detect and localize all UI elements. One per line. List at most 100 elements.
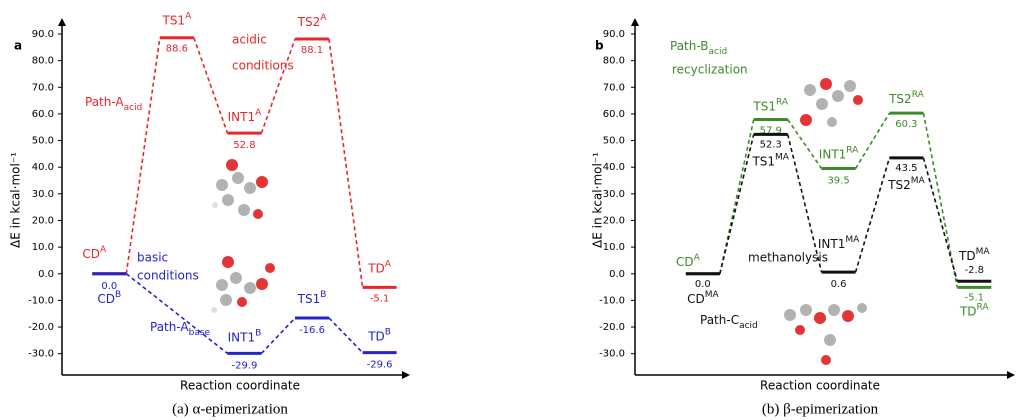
value-label: -16.6 — [299, 325, 325, 336]
y-tick-label: -20.0 — [28, 322, 54, 333]
state-label-sup: MA — [705, 289, 720, 299]
state-label: TS1A — [161, 11, 192, 27]
value-label: -2.8 — [965, 265, 985, 276]
state-label-main: TS1 — [752, 99, 776, 113]
path-label-sub: base — [189, 328, 211, 338]
y-tick-label: 40.0 — [603, 162, 625, 173]
x-axis-label: Reaction coordinate — [180, 379, 300, 393]
state-label-main: INT1 — [228, 110, 255, 124]
path-label-main: Path-A — [150, 320, 189, 334]
connector — [856, 113, 890, 168]
state-label-sup: A — [385, 259, 392, 269]
state-label-sup: A — [694, 252, 701, 262]
value-label: -29.6 — [367, 360, 393, 371]
y-tick-label: 10.0 — [32, 242, 54, 253]
annotation: conditions — [232, 59, 294, 73]
y-tick-label: -20.0 — [599, 322, 625, 333]
state-label-main: TD — [367, 261, 385, 275]
state-label: TS1B — [297, 289, 327, 305]
state-label-sup: RA — [846, 145, 859, 155]
state-label-sup: B — [385, 327, 391, 337]
path-label: Path-Cacid — [700, 313, 758, 331]
state-label: TS1MA — [751, 152, 789, 168]
state-label-main: TS2 — [887, 177, 911, 191]
value-label: 0.0 — [101, 281, 117, 292]
value-label: 52.3 — [760, 139, 782, 150]
state-label-sup: MA — [976, 247, 991, 257]
x-axis-arrow — [1007, 371, 1015, 379]
y-tick-label: 40.0 — [32, 162, 54, 173]
state-label-sup: A — [255, 108, 262, 118]
y-tick-label: 20.0 — [603, 215, 625, 226]
value-label: 39.5 — [827, 176, 849, 187]
molecule — [211, 256, 275, 313]
y-axis-arrow — [58, 18, 66, 26]
state-label-sup: B — [255, 328, 261, 338]
y-axis-label: ΔE in kcal·mol⁻¹ — [9, 152, 23, 248]
state-label-main: INT1 — [228, 330, 255, 344]
y-tick-label: 0.0 — [609, 269, 625, 280]
y-tick-label: 20.0 — [32, 215, 54, 226]
y-tick-label: 10.0 — [603, 242, 625, 253]
state-label: TDMA — [958, 247, 990, 263]
state-label-sup: MA — [775, 152, 790, 162]
path-label: Path-Abase — [150, 320, 211, 338]
caption: (a) α-epimerization — [172, 401, 288, 417]
state-label-sup: RA — [912, 90, 925, 100]
state-label-main: CD — [82, 246, 100, 260]
value-label: 0.6 — [831, 279, 847, 290]
connector — [923, 158, 957, 281]
molecule — [784, 303, 867, 365]
state-label-main: CD — [687, 291, 705, 305]
annotation: acidic — [232, 33, 267, 47]
state-label: CDA — [676, 252, 701, 268]
panel-label: b — [595, 39, 604, 53]
state-label: TS2MA — [887, 175, 925, 191]
path-label: Path-Bacid — [670, 39, 727, 57]
state-label-main: TS1 — [161, 13, 185, 27]
y-tick-label: -10.0 — [599, 295, 625, 306]
value-label: 52.8 — [233, 140, 255, 151]
connector — [329, 318, 363, 353]
path-label: Path-Aacid — [85, 95, 142, 113]
y-tick-label: 50.0 — [32, 136, 54, 147]
value-label: -29.9 — [232, 360, 258, 371]
state-label-main: TS2 — [888, 92, 912, 106]
state-label-main: INT1 — [819, 147, 846, 161]
annotation: basic — [137, 251, 168, 265]
path-label-main: Path-C — [700, 313, 739, 327]
path-label-main: Path-B — [670, 39, 709, 53]
y-tick-label: 80.0 — [32, 56, 54, 67]
state-label-sup: MA — [845, 235, 860, 245]
state-label: TDB — [367, 327, 391, 343]
y-tick-label: 70.0 — [603, 82, 625, 93]
connector — [261, 318, 295, 353]
x-axis-arrow — [402, 371, 410, 379]
figure: 90.080.070.060.050.040.030.020.010.00.0-… — [0, 0, 1025, 420]
path-label-main: Path-A — [85, 95, 124, 109]
state-label: TDRA — [959, 302, 989, 318]
state-label-main: CD — [97, 291, 115, 305]
state-label: INT1B — [228, 328, 262, 344]
annotation: methanolysis — [748, 251, 828, 265]
value-label: 43.5 — [895, 163, 917, 174]
state-label-main: TS2 — [297, 15, 321, 29]
y-tick-label: 90.0 — [32, 29, 54, 40]
path-label-sub: acid — [709, 47, 728, 57]
molecule — [800, 78, 863, 127]
value-label: 88.1 — [301, 45, 323, 56]
y-tick-label: -30.0 — [28, 349, 54, 360]
state-label-main: TS1 — [297, 291, 321, 305]
state-label-sup: A — [320, 13, 327, 23]
value-label: -5.1 — [370, 293, 390, 304]
state-label: INT1MA — [818, 235, 860, 251]
y-tick-label: -10.0 — [28, 295, 54, 306]
y-axis-label: ΔE in kcal·mol⁻¹ — [591, 152, 605, 248]
connector — [788, 120, 822, 169]
molecule-sketches — [211, 78, 867, 365]
state-label-main: CD — [676, 254, 694, 268]
y-tick-label: 70.0 — [32, 82, 54, 93]
y-tick-label: -30.0 — [599, 349, 625, 360]
connector — [329, 39, 363, 287]
annotation: recyclization — [672, 63, 748, 77]
